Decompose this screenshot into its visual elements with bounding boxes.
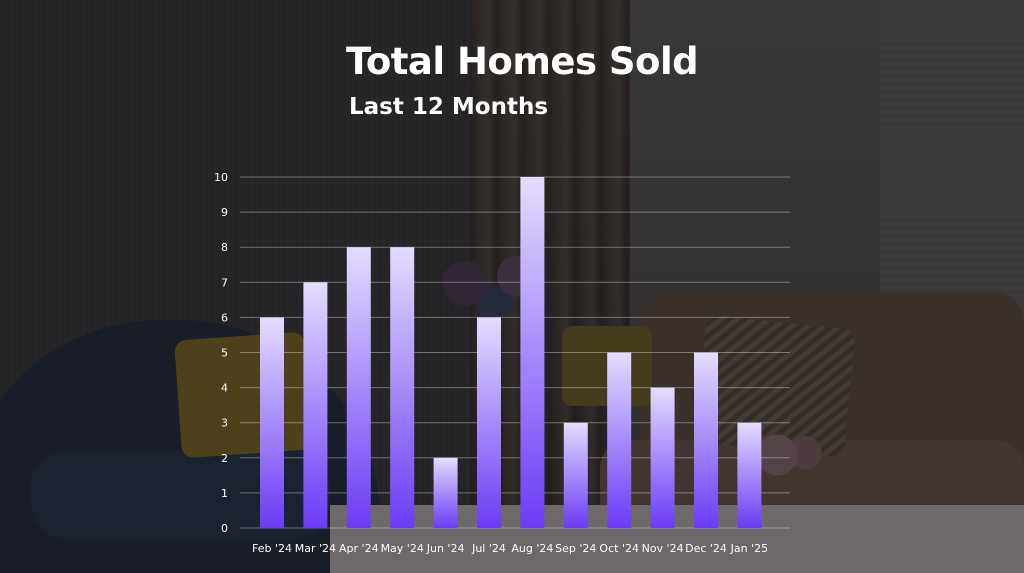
bar — [260, 317, 284, 528]
y-tick-label: 2 — [221, 452, 228, 465]
bar — [650, 387, 675, 528]
bar — [346, 247, 371, 528]
bar — [737, 422, 762, 528]
bar — [694, 352, 718, 528]
x-tick-label: Oct '24 — [599, 542, 639, 555]
y-tick-label: 3 — [221, 417, 228, 430]
x-tick-label: Jun '24 — [426, 542, 465, 555]
x-tick-label: Mar '24 — [295, 542, 336, 555]
y-tick-label: 8 — [221, 241, 228, 254]
y-axis-ticks: 0 1 2 3 4 5 6 7 8 9 10 — [214, 171, 228, 535]
bar — [303, 282, 328, 528]
x-tick-label: Feb '24 — [252, 542, 292, 555]
bar — [477, 317, 501, 528]
y-tick-label: 0 — [221, 522, 228, 535]
x-axis-ticks: Feb '24 Mar '24 Apr '24 May '24 Jun '24 Jul '… — [252, 542, 768, 555]
y-tick-label: 6 — [221, 311, 228, 324]
y-tick-label: 5 — [221, 347, 228, 360]
x-tick-label: Jan '25 — [730, 542, 768, 555]
x-tick-label: Dec '24 — [685, 542, 727, 555]
chart-title: Total Homes Sold — [346, 40, 699, 83]
chart-subtitle: Last 12 Months — [349, 94, 549, 120]
x-tick-label: Sep '24 — [555, 542, 596, 555]
bar — [433, 457, 458, 528]
y-tick-label: 10 — [214, 171, 228, 184]
y-tick-label: 9 — [221, 206, 228, 219]
bars — [260, 177, 762, 528]
y-tick-label: 7 — [221, 276, 228, 289]
y-tick-label: 1 — [221, 487, 228, 500]
x-tick-label: Apr '24 — [339, 542, 379, 555]
y-tick-label: 4 — [221, 382, 228, 395]
x-tick-label: Jul '24 — [471, 542, 506, 555]
bar — [520, 177, 545, 528]
x-tick-label: May '24 — [381, 542, 424, 555]
bar — [607, 352, 632, 528]
x-tick-label: Aug '24 — [511, 542, 553, 555]
x-tick-label: Nov '24 — [642, 542, 684, 555]
bar — [390, 247, 415, 528]
bar — [563, 422, 588, 528]
